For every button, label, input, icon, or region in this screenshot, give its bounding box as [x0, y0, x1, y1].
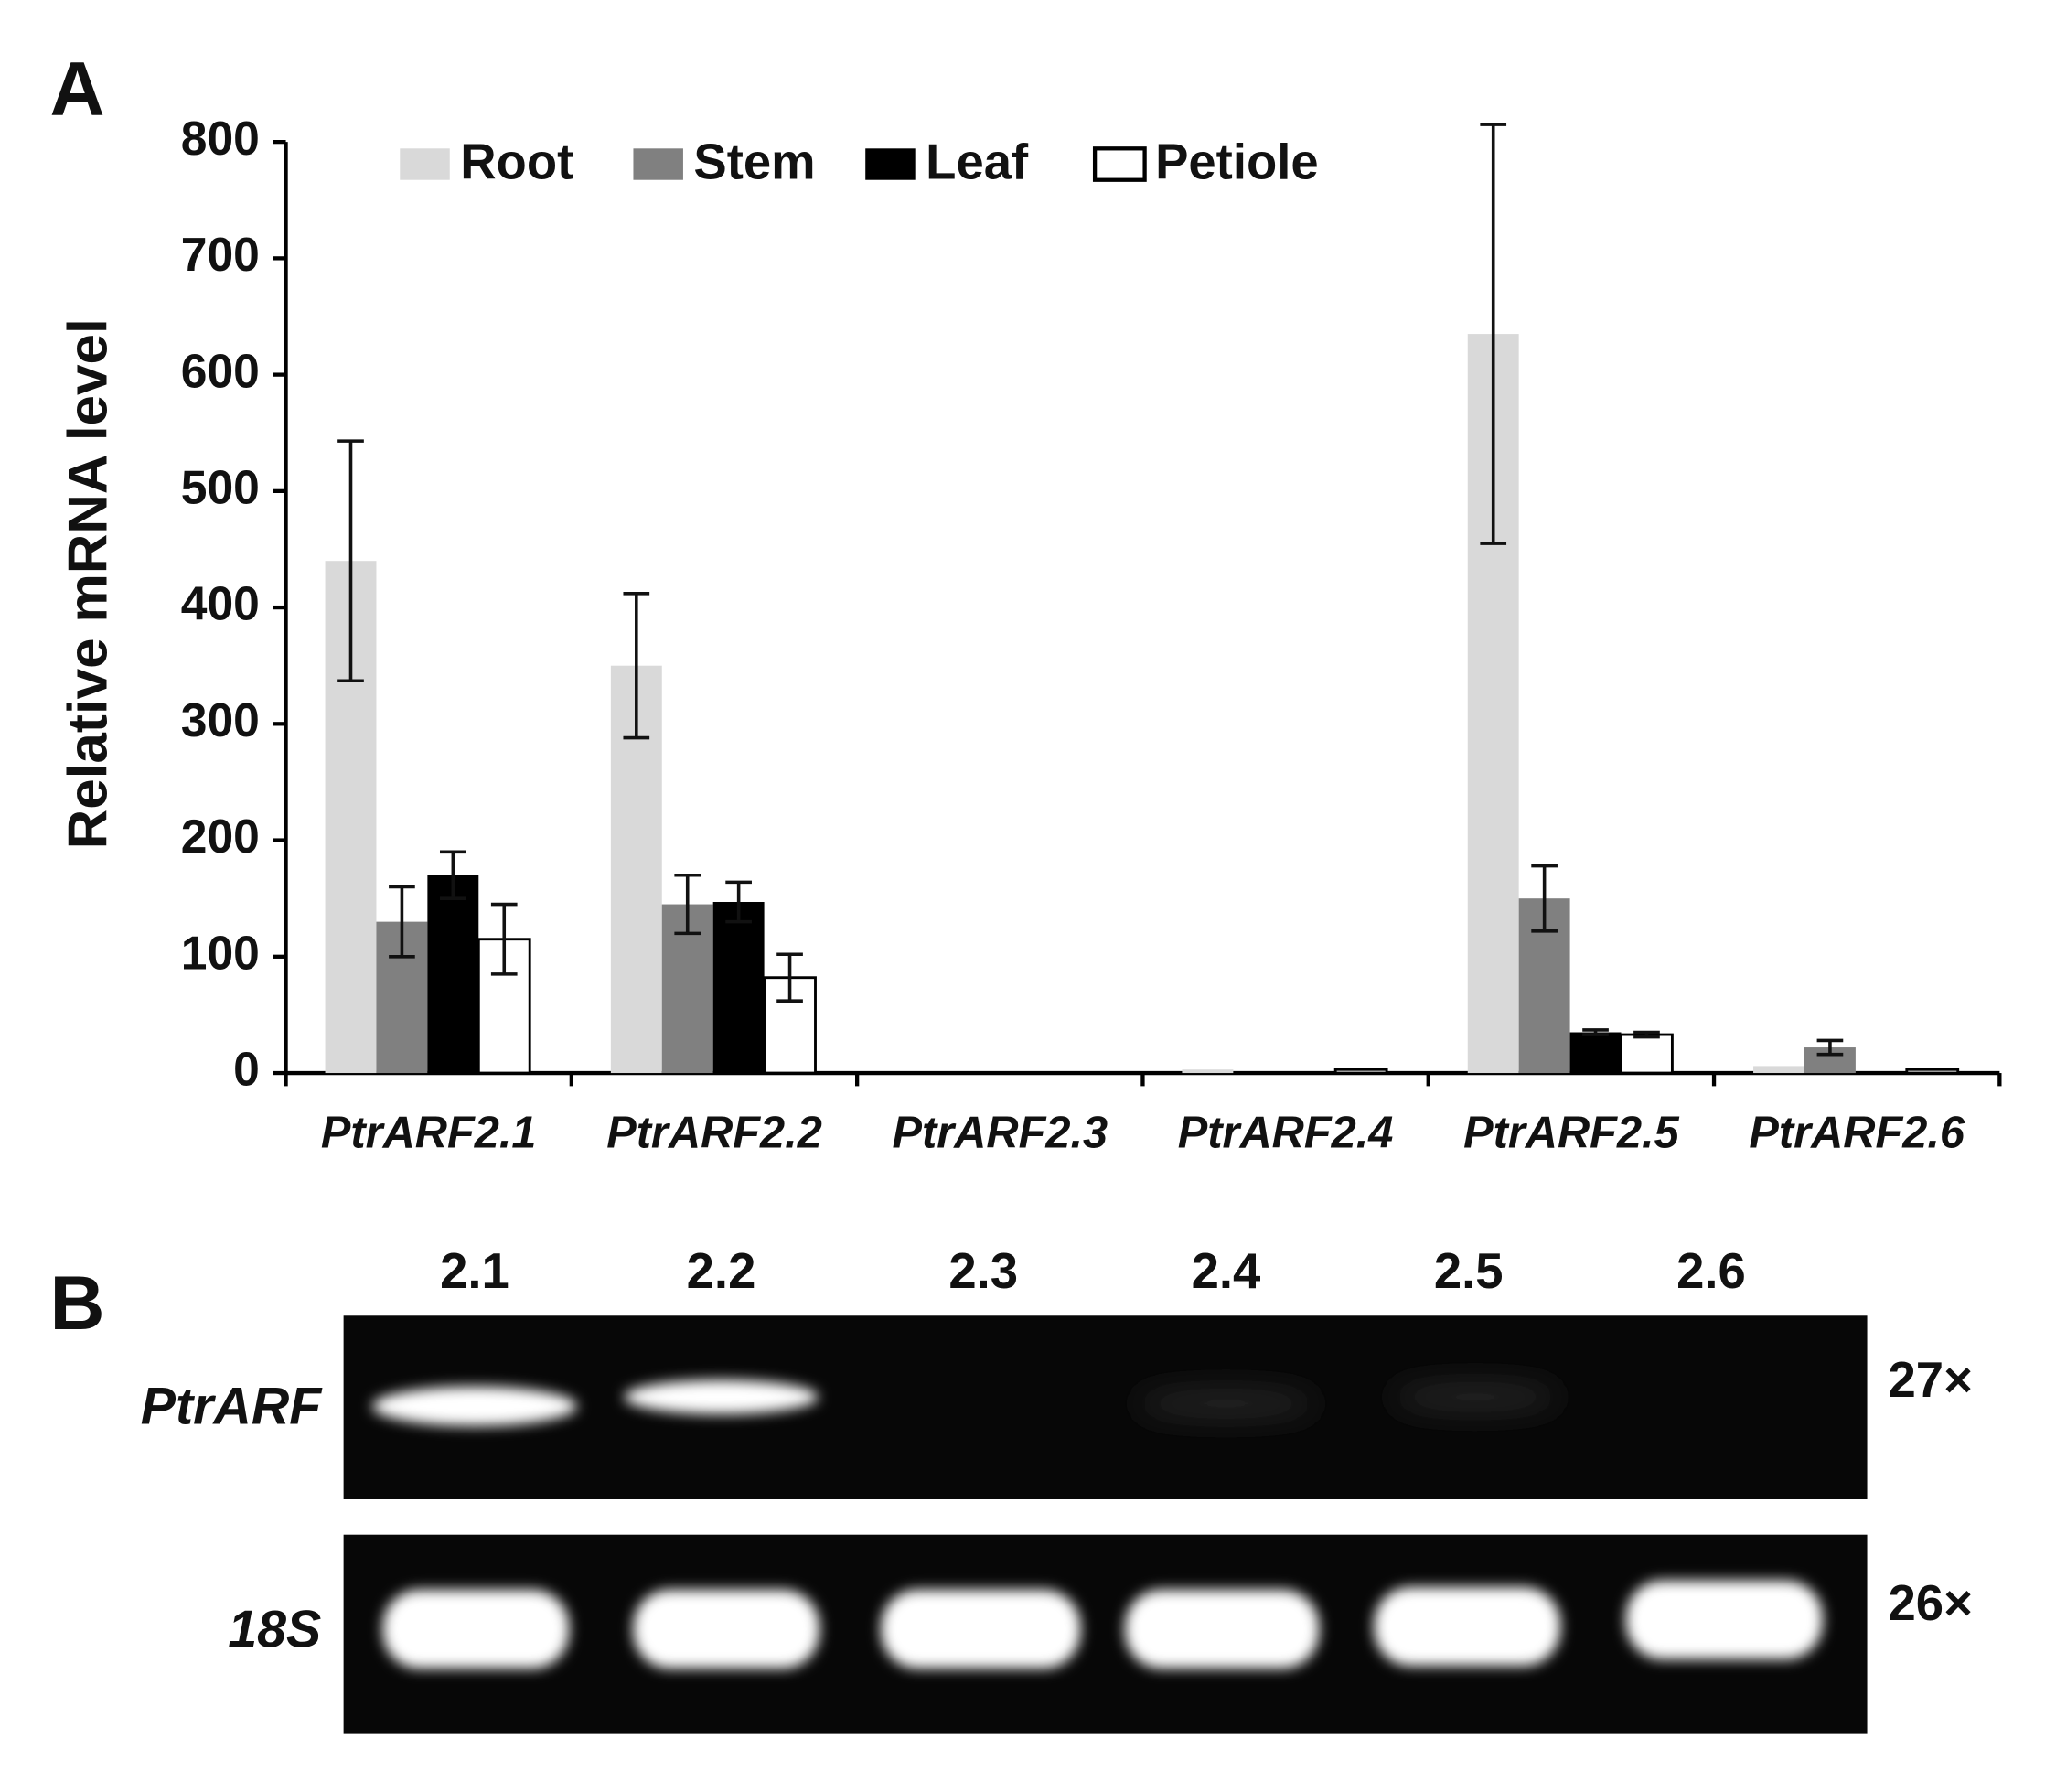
- band: [624, 1379, 819, 1414]
- error-bar: [337, 439, 364, 683]
- error-bar: [725, 880, 752, 924]
- error-bar: [1816, 1038, 1844, 1057]
- y-tick-label: 600: [181, 344, 260, 397]
- error-bar: [389, 885, 415, 959]
- lane-label: 2.2: [687, 1243, 756, 1299]
- row-label: PtrARF: [141, 1378, 323, 1436]
- bar: [1182, 1069, 1234, 1074]
- y-tick-label: 200: [181, 810, 260, 863]
- cycle-label: 27×: [1888, 1352, 1972, 1408]
- bar: [1753, 1066, 1804, 1074]
- bar: [1620, 1033, 1674, 1075]
- row-label: 18S: [228, 1600, 321, 1658]
- lane-label: 2.1: [440, 1243, 509, 1299]
- band: [1125, 1589, 1320, 1669]
- bar: [477, 938, 531, 1075]
- bar: [1333, 1068, 1388, 1075]
- y-tick-label: 400: [181, 577, 260, 630]
- panel-label: B: [49, 1261, 104, 1346]
- y-tick-label: 800: [181, 112, 260, 165]
- error-bar: [490, 902, 518, 976]
- error-bar: [776, 952, 803, 1003]
- band: [881, 1589, 1081, 1669]
- band: [1625, 1580, 1823, 1659]
- x-tick-label: PtrARF2.2: [606, 1109, 822, 1158]
- legend-label: Root: [460, 134, 573, 189]
- band: [1374, 1587, 1561, 1667]
- lane-label: 2.6: [1676, 1243, 1746, 1299]
- band: [1134, 1390, 1318, 1417]
- plot: 0 100 200 300 400 500 600 700 800 PtrARF2.1 PtrARF…: [181, 112, 2002, 1158]
- y-tick-label: 0: [233, 1043, 260, 1096]
- legend-swatch: [633, 148, 683, 180]
- band: [382, 1589, 570, 1669]
- y-axis-label: Relative mRNA level: [56, 318, 118, 849]
- band: [1389, 1383, 1561, 1411]
- bar: [427, 875, 479, 1074]
- gel-row: [343, 1315, 1868, 1499]
- bar: [1905, 1068, 1960, 1075]
- error-bar: [623, 592, 650, 740]
- y-tick-label: 700: [181, 228, 260, 281]
- cycle-label: 26×: [1888, 1575, 1972, 1631]
- y-tick-label: 100: [181, 926, 260, 979]
- y-tick-label: 500: [181, 460, 260, 513]
- bar: [1569, 1032, 1622, 1074]
- error-bar: [1633, 1030, 1660, 1039]
- legend-label: Leaf: [926, 134, 1029, 189]
- gel-labels: 2.1 2.2 2.3 2.4 2.5 2.6 PtrARF 27× 18S 26×: [141, 1243, 1973, 1658]
- lane-label: 2.3: [948, 1243, 1018, 1299]
- legend-swatch: [865, 148, 916, 180]
- panel-label: A: [49, 46, 104, 131]
- y-tick-label: 300: [181, 693, 260, 746]
- x-tick-label: PtrARF2.5: [1463, 1109, 1680, 1158]
- x-tick-label: PtrARF2.1: [321, 1109, 537, 1158]
- error-bar: [1480, 123, 1507, 545]
- gel-row: [343, 1534, 1868, 1734]
- error-bar: [1531, 864, 1558, 933]
- legend-swatch: [400, 148, 450, 180]
- x-tick-label: PtrARF2.3: [892, 1109, 1108, 1158]
- legend-label: Stem: [693, 134, 815, 189]
- legend-label: Petiole: [1155, 134, 1319, 189]
- band: [372, 1386, 577, 1426]
- legend-swatch: [1092, 146, 1147, 182]
- bar: [712, 902, 765, 1074]
- band: [633, 1589, 820, 1669]
- error-bar: [674, 873, 701, 936]
- x-tick-label: PtrARF2.4: [1178, 1109, 1394, 1158]
- error-bar: [1582, 1028, 1609, 1036]
- lane-label: 2.4: [1192, 1243, 1261, 1299]
- lane-label: 2.5: [1434, 1243, 1504, 1299]
- gel: [343, 1315, 1868, 1734]
- x-tick-label: PtrARF2.6: [1749, 1109, 1965, 1158]
- error-bar: [439, 850, 466, 900]
